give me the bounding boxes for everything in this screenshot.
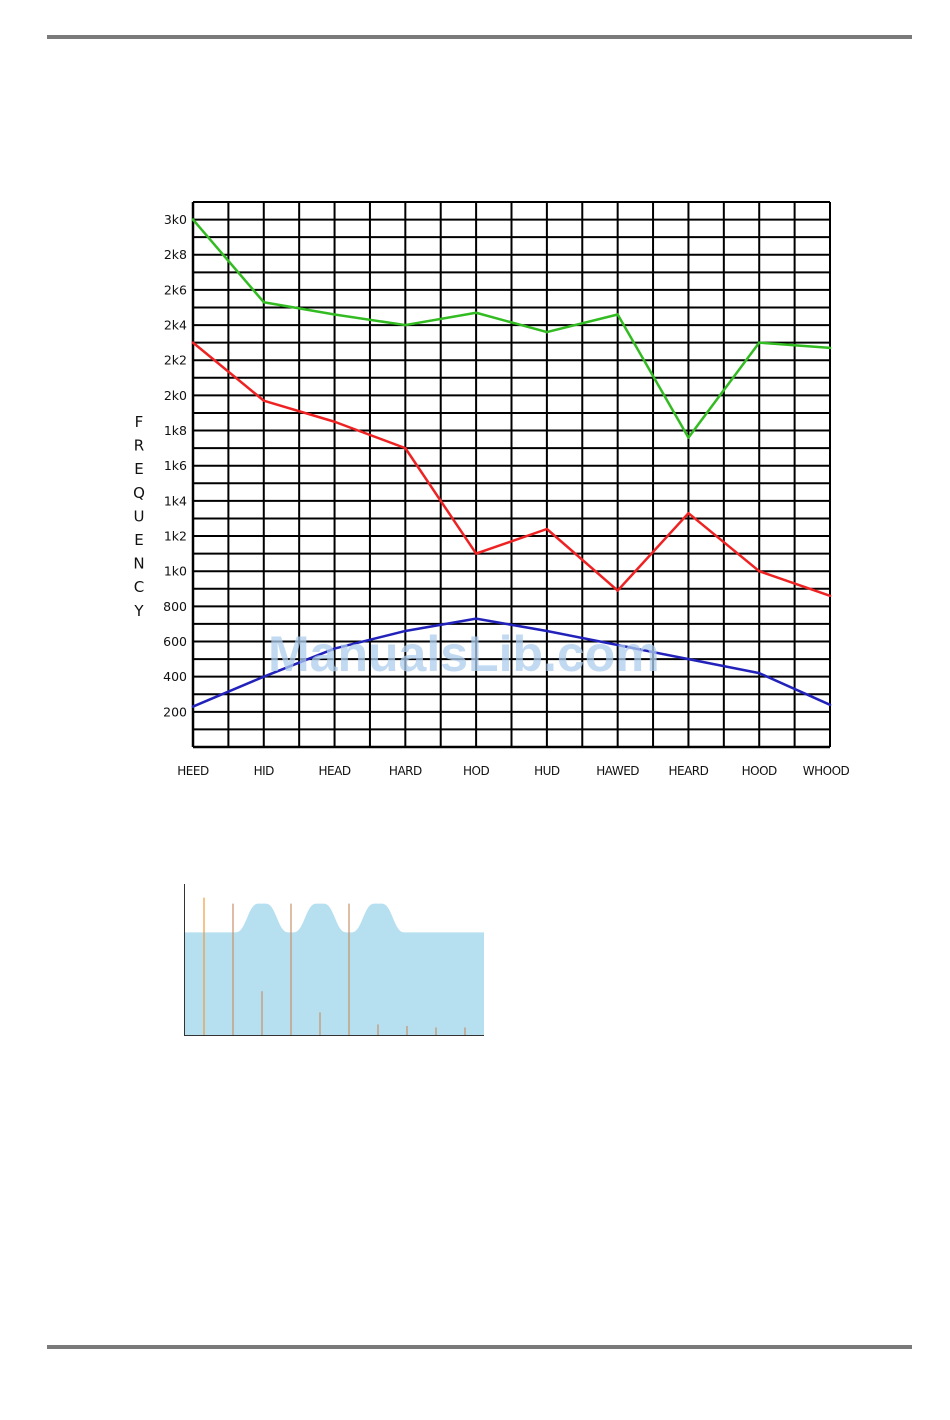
- x-tick-label: HID: [254, 764, 275, 778]
- y-tick-label: 2k4: [164, 318, 187, 333]
- series-1-point: [757, 671, 761, 675]
- series-3-point: [757, 341, 761, 344]
- series-3-point: [828, 346, 832, 350]
- series-3-point: [262, 300, 266, 304]
- series-2-point: [404, 446, 407, 450]
- y-axis-label-letter: Y: [133, 602, 144, 620]
- y-tick-label: 800: [163, 599, 187, 614]
- series-3-point: [404, 323, 407, 327]
- spectrum-envelope: [184, 903, 484, 1035]
- series-1-point: [687, 657, 690, 661]
- x-tick-label: HUD: [534, 764, 560, 778]
- y-tick-label: 200: [163, 704, 187, 719]
- y-tick-label: 1k2: [164, 529, 187, 544]
- chart-series: [191, 218, 832, 708]
- y-axis-label-letter: N: [133, 555, 144, 573]
- series-2-point: [828, 594, 832, 598]
- series-line-2: [192, 341, 831, 597]
- y-axis-label-letter: E: [134, 531, 143, 549]
- x-tick-label: HOD: [463, 764, 489, 778]
- x-tick-label: HOOD: [742, 764, 777, 778]
- y-axis-label-letter: F: [135, 413, 144, 431]
- series-1-point: [404, 629, 407, 633]
- series-1-point: [262, 675, 266, 678]
- series-2-point: [687, 511, 690, 515]
- series-3-point: [545, 330, 549, 334]
- series-2-point: [333, 420, 336, 424]
- y-tick-label: 2k8: [164, 247, 187, 262]
- y-tick-label: 1k4: [164, 493, 187, 508]
- series-2-point: [757, 569, 761, 573]
- series-3-point: [191, 218, 195, 221]
- series-1-point: [474, 617, 478, 620]
- x-tick-label: WHOOD: [803, 764, 850, 778]
- series-2-point: [262, 399, 266, 402]
- y-axis-label-letter: Q: [133, 484, 145, 502]
- series-3-point: [333, 313, 336, 316]
- y-tick-label: 3k0: [164, 212, 187, 227]
- series-1-point: [828, 703, 832, 707]
- x-tick-label: HEARD: [668, 764, 708, 778]
- series-1-point: [616, 643, 619, 647]
- x-tick-label: HARD: [389, 764, 422, 778]
- series-2-point: [616, 589, 619, 592]
- series-2-point: [545, 527, 549, 531]
- y-axis-label-letter: C: [134, 578, 144, 596]
- y-tick-label: 400: [163, 669, 187, 684]
- formant-frequency-chart: 200 400 600 800 1k0 1k2 1k4 1k6 1k8 2k0 2k2 2k4 2k6 2…: [133, 201, 850, 778]
- y-tick-label: 2k2: [164, 353, 187, 368]
- y-tick-label: 2k6: [164, 282, 187, 297]
- y-tick-label: 2k0: [164, 388, 187, 403]
- y-tick-label: 1k8: [164, 423, 187, 438]
- harmonic-spectrum-chart: [184, 884, 484, 1036]
- series-1-point: [545, 629, 549, 633]
- y-axis-label-letter: E: [134, 460, 143, 478]
- series-3-point: [616, 313, 619, 316]
- x-tick-label: HEAD: [319, 764, 351, 778]
- series-1-point: [333, 647, 336, 650]
- y-tick-label: 1k6: [164, 458, 187, 473]
- y-axis-label-letter: U: [134, 507, 145, 525]
- x-tick-label: HAWED: [596, 764, 639, 778]
- series-3-point: [687, 436, 690, 439]
- series-2-point: [474, 552, 478, 555]
- footer-rule: [47, 1345, 912, 1349]
- series-line-3: [192, 218, 831, 439]
- header-rule: [47, 35, 912, 39]
- y-tick-label: 1k0: [164, 564, 187, 579]
- series-line-1: [192, 617, 831, 708]
- watermark: ManualsLib.com: [268, 626, 660, 682]
- x-tick-label: HEED: [177, 764, 209, 778]
- series-1-point: [191, 705, 195, 708]
- y-tick-label: 600: [163, 634, 187, 649]
- y-axis-label-letter: R: [134, 437, 144, 455]
- x-tick-labels: HEED HID HEAD HARD HOD HUD HAWED HEARD HOOD WHOOD: [177, 764, 850, 778]
- spectrum-harmonics: [203, 897, 466, 1035]
- series-3-point: [474, 311, 478, 315]
- y-tick-labels: 200 400 600 800 1k0 1k2 1k4 1k6 1k8 2k0 2k2 2k4 2k6 2…: [163, 212, 187, 719]
- series-2-point: [191, 341, 195, 344]
